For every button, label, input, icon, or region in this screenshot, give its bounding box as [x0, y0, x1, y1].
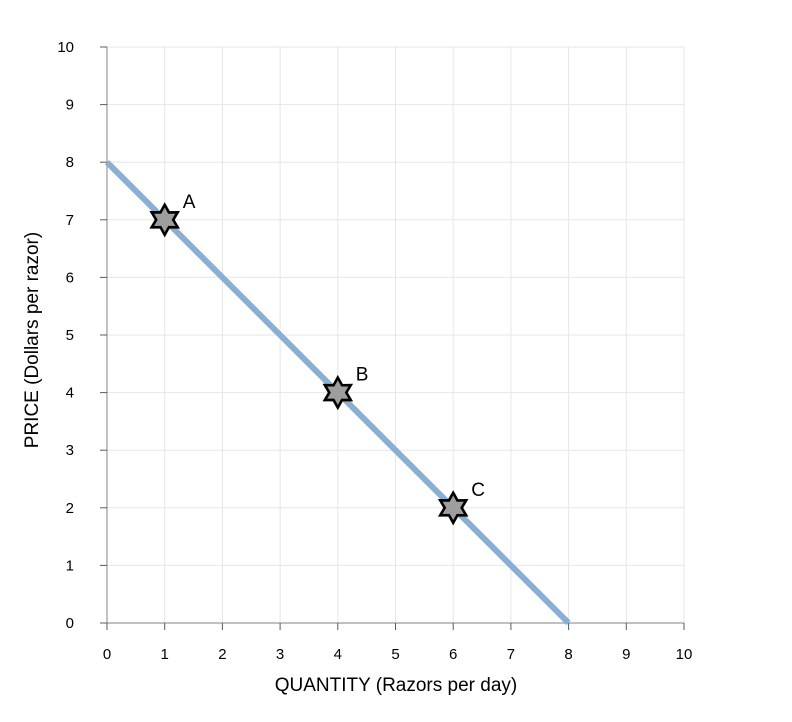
y-tick-label-4: 4 [66, 385, 74, 402]
x-axis-title: QUANTITY (Razors per day) [275, 675, 517, 696]
y-tick-label-7: 7 [66, 212, 74, 229]
x-tick-label-5: 5 [391, 646, 399, 663]
marker-b [322, 374, 354, 411]
y-tick-label-9: 9 [66, 97, 74, 114]
y-tick-label-6: 6 [66, 269, 74, 286]
y-tick-label-10: 10 [57, 39, 74, 56]
marker-label-b: B [356, 365, 369, 386]
marker-label-a: A [183, 192, 196, 213]
x-tick-label-4: 4 [334, 646, 342, 663]
marker-label-c: C [471, 480, 485, 501]
marker-a [149, 202, 181, 238]
x-tick-label-3: 3 [276, 646, 284, 663]
y-tick-label-2: 2 [66, 500, 74, 517]
x-tick-label-6: 6 [449, 646, 457, 663]
y-tick-labels: 0 1 2 3 4 5 6 7 8 9 10 [57, 39, 74, 632]
x-tick-label-9: 9 [622, 646, 630, 663]
y-tick-label-8: 8 [66, 154, 74, 171]
x-tick-label-0: 0 [103, 646, 111, 663]
y-axis-title: PRICE (Dollars per razor) [22, 232, 43, 448]
x-tick-label-8: 8 [564, 646, 572, 663]
x-tick-labels: 0 1 2 3 4 5 6 7 8 9 10 [103, 646, 693, 663]
y-tick-label-1: 1 [66, 557, 74, 574]
marker-group: A B C [149, 192, 485, 526]
tick-marks [100, 46, 685, 630]
marker-c [437, 490, 469, 526]
x-tick-label-7: 7 [507, 646, 515, 663]
y-tick-label-5: 5 [66, 327, 74, 344]
x-tick-label-2: 2 [218, 646, 226, 663]
grid [107, 46, 685, 623]
x-tick-label-10: 10 [676, 646, 693, 663]
x-tick-label-1: 1 [161, 646, 169, 663]
y-tick-label-0: 0 [66, 615, 74, 632]
y-tick-label-3: 3 [66, 442, 74, 459]
